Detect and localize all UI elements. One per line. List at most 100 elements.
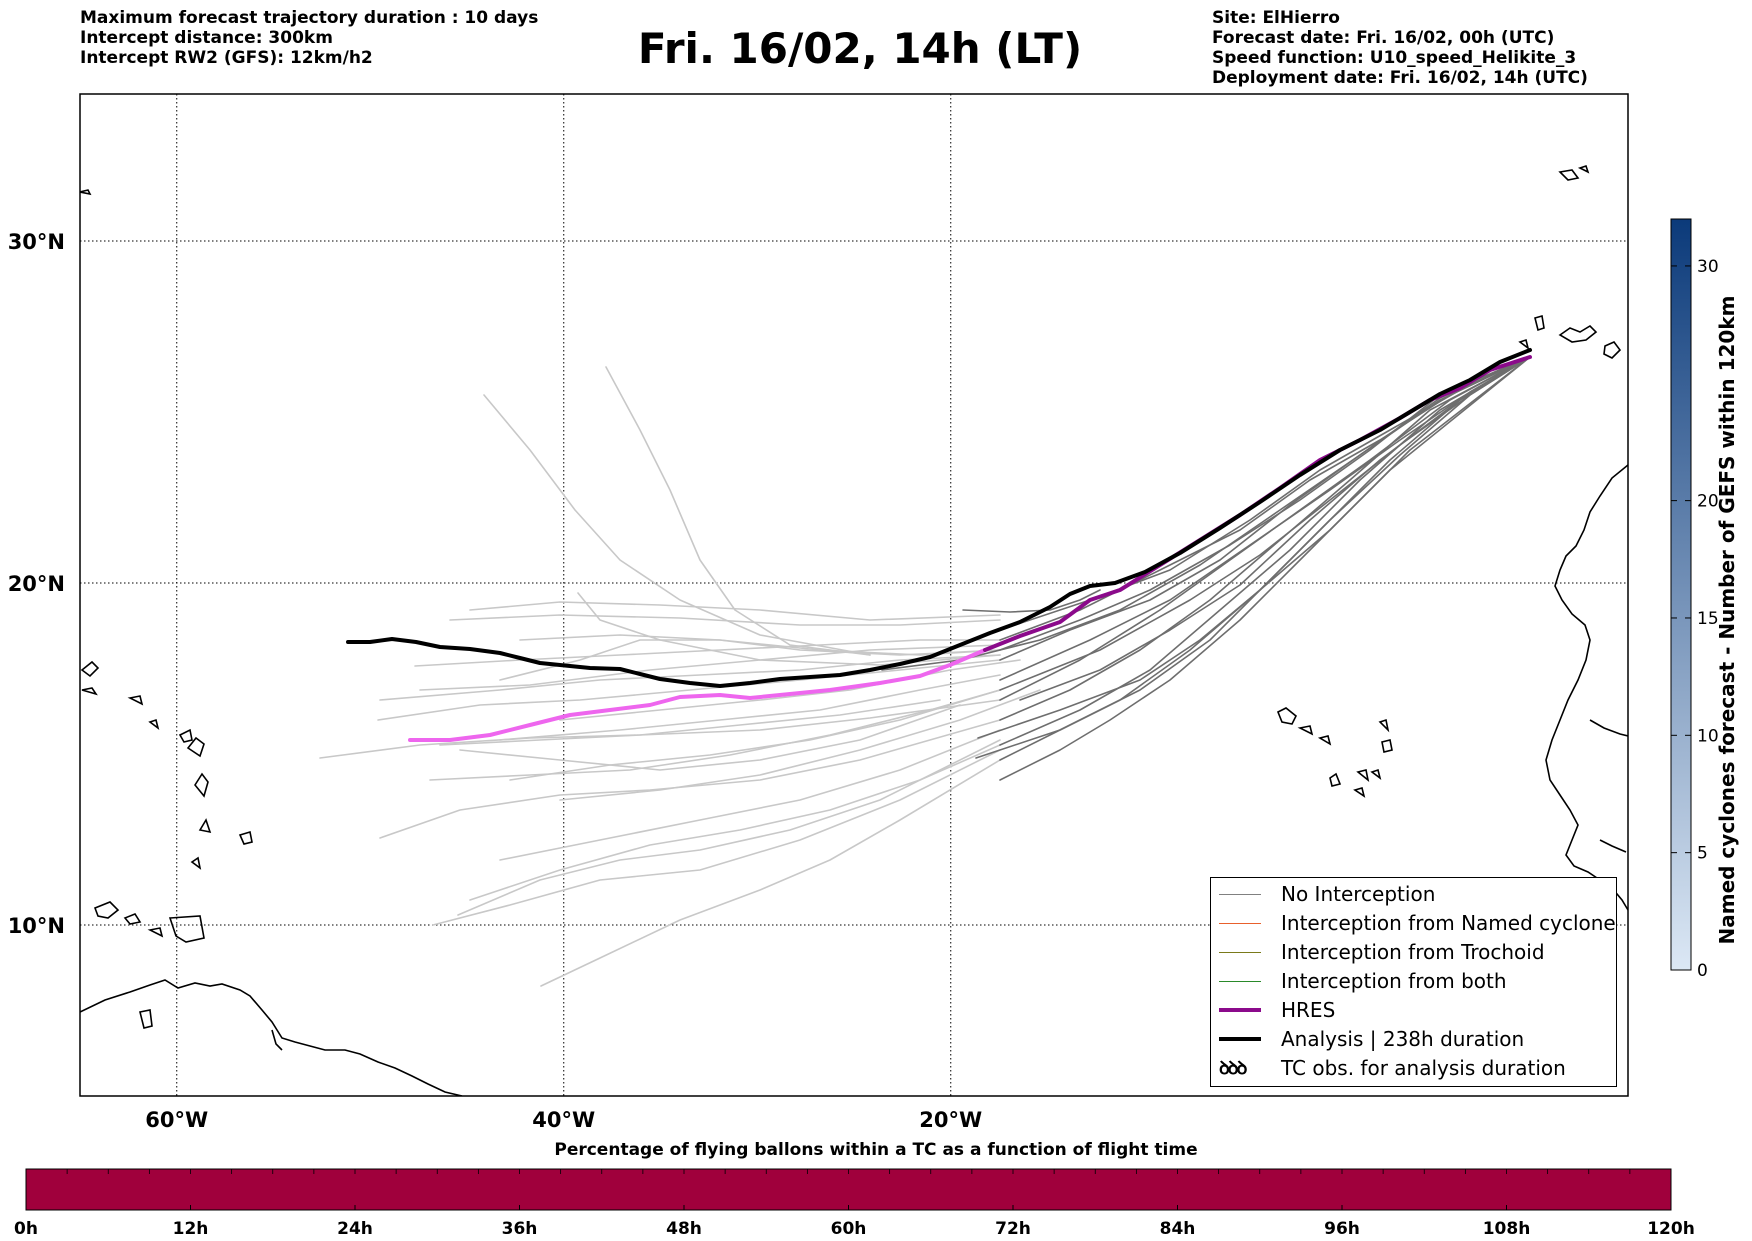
ensemble-trajectory-dark (999, 356, 1531, 781)
coastline-segment (198, 818, 212, 834)
coastline-segment (1603, 341, 1622, 359)
header-line-site: Site: ElHierro (1212, 8, 1340, 28)
coastline-segment (80, 660, 100, 678)
ensemble-trajectory-light (483, 394, 871, 656)
coastline-segment (1381, 739, 1393, 753)
ensemble-trajectory-dark (999, 356, 1531, 661)
legend-label: Analysis | 238h duration (1281, 1027, 1525, 1051)
coastline-segment (1534, 314, 1545, 332)
coastline-segment (1599, 839, 1627, 853)
lat-tick-label: 30°N (8, 230, 65, 254)
header-left-info: Maximum forecast trajectory duration : 1… (80, 8, 538, 68)
hres-trajectory-west (408, 648, 987, 742)
header-line-forecast-date: Forecast date: Fri. 16/02, 00h (UTC) (1212, 28, 1555, 48)
legend-swatch (1219, 951, 1261, 953)
ensemble-trajectory-light (419, 644, 1001, 691)
time-bar-tick-label: 84h (1160, 1219, 1196, 1239)
coastline-segment (1329, 772, 1342, 787)
legend-label: HRES (1281, 998, 1336, 1022)
coastline-segment (81, 687, 98, 696)
coastline-segment (1317, 735, 1332, 746)
header-line-speed-function: Speed function: U10_speed_Helikite_3 (1212, 48, 1577, 68)
coastline-segment (1356, 769, 1370, 782)
ensemble-trajectory-light (605, 366, 871, 656)
time-bar-tick-label: 48h (666, 1219, 702, 1239)
time-colorbar: 0h 12h 24h 36h 48h 60h 72h 84h 96h 108h 120h (14, 1168, 1695, 1239)
legend-label: Interception from Trochoid (1281, 940, 1545, 964)
coastline-segment (190, 856, 202, 870)
map-frame (79, 93, 1629, 1097)
time-bar-tick-label: 24h (337, 1219, 373, 1239)
header-line-intercept-rw2: Intercept RW2 (GFS): 12km/h2 (80, 48, 373, 68)
ensemble-trajectory-light (379, 719, 1001, 839)
header-right-info: Site: ElHierro Forecast date: Fri. 16/02… (1212, 8, 1588, 88)
coastline-segment (93, 901, 120, 919)
ensemble-trajectory-light (432, 749, 1001, 926)
ensemble-trajectory-dark (962, 589, 1101, 613)
legend-item-analysis: Analysis | 238h duration (1219, 1025, 1524, 1053)
coastline-segment (1589, 719, 1628, 737)
legend-item-both: Interception from both (1219, 967, 1507, 995)
colorbar-tick-label: 5 (1697, 844, 1708, 864)
ensemble-trajectory-light (469, 601, 1001, 621)
coastline-segment (1378, 718, 1390, 733)
colorbar-tick-label: 15 (1697, 609, 1719, 629)
ensemble-trajectory-light (509, 689, 1001, 781)
coastline-segment (1297, 725, 1314, 736)
coastline-segment (148, 718, 160, 730)
ensemble-trajectory-dark (999, 356, 1531, 691)
ensemble-trajectory-light (377, 659, 1001, 721)
coastline-segment (1577, 164, 1590, 174)
colorbar-ticks: 0 5 10 15 20 30 (1671, 257, 1719, 981)
coastline-segment (1353, 787, 1366, 798)
legend-label: No Interception (1281, 882, 1436, 906)
ensemble-trajectory-dark (881, 356, 1531, 671)
ensemble-trajectory-dark (999, 356, 1531, 761)
ensemble-trajectory-light (429, 689, 1001, 781)
ensemble-trajectory-light (559, 689, 1041, 801)
tc-symbol-icon: ꝺꝺꝺ (1219, 1058, 1247, 1079)
colorbar-tick-label: 20 (1697, 492, 1719, 512)
time-bar-tick-label: 36h (502, 1219, 538, 1239)
legend-label: TC obs. for analysis duration (1281, 1056, 1566, 1080)
ensemble-trajectory-dark (975, 356, 1531, 759)
time-bar-tick-label: 120h (1647, 1219, 1695, 1239)
lon-tick-label: 40°W (532, 1108, 595, 1132)
ensemble-trajectory-light (459, 704, 961, 771)
time-bar-tick-label: 72h (995, 1219, 1031, 1239)
legend-item-tc-obs: ꝺꝺꝺ TC obs. for analysis duration (1219, 1054, 1566, 1082)
axis-labels: 60°W 40°W 20°W 10°N 20°N 30°N (8, 230, 983, 1132)
legend-item-no-interception: No Interception (1219, 880, 1435, 908)
legend-item-trochoid: Interception from Trochoid (1219, 938, 1545, 966)
ensemble-trajectory-dark (1019, 356, 1531, 701)
legend-swatch (1219, 893, 1261, 895)
lat-tick-label: 10°N (8, 914, 65, 938)
header-line-intercept-distance: Intercept distance: 300km (80, 28, 333, 48)
coastline-segment (1558, 169, 1580, 181)
cyclone-colorbar: 0 5 10 15 20 30 (1670, 218, 1719, 981)
time-bar-caption: Percentage of flying ballons within a TC… (554, 1140, 1198, 1160)
legend-swatch (1219, 980, 1261, 982)
legend: No Interception Interception from Named … (1210, 877, 1617, 1087)
coastline-segment (186, 736, 205, 758)
time-bar-fill (25, 1168, 1672, 1211)
legend-label: Interception from Named cyclone (1281, 911, 1616, 935)
coastline-segment (147, 927, 164, 938)
ensemble-trajectory-dark (999, 356, 1531, 681)
graticule (80, 94, 1628, 1096)
coastline-segment (271, 1029, 283, 1051)
ensemble-trajectory-light (499, 729, 1001, 861)
time-bar-tick-label: 96h (1324, 1219, 1360, 1239)
time-bar-tick-label: 0h (14, 1219, 38, 1239)
coastlines (80, 164, 1628, 1096)
lat-tick-label: 20°N (8, 572, 65, 596)
page-title: Fri. 16/02, 14h (LT) (637, 24, 1083, 73)
legend-swatch (1219, 1037, 1261, 1041)
lon-tick-label: 20°W (919, 1108, 982, 1132)
colorbar-tick-label: 30 (1697, 257, 1719, 277)
ensemble-trajectory-light (379, 654, 1001, 701)
coastline-segment (194, 772, 209, 798)
coastline-segment (238, 830, 253, 845)
colorbar-tick-label: 10 (1697, 726, 1719, 746)
